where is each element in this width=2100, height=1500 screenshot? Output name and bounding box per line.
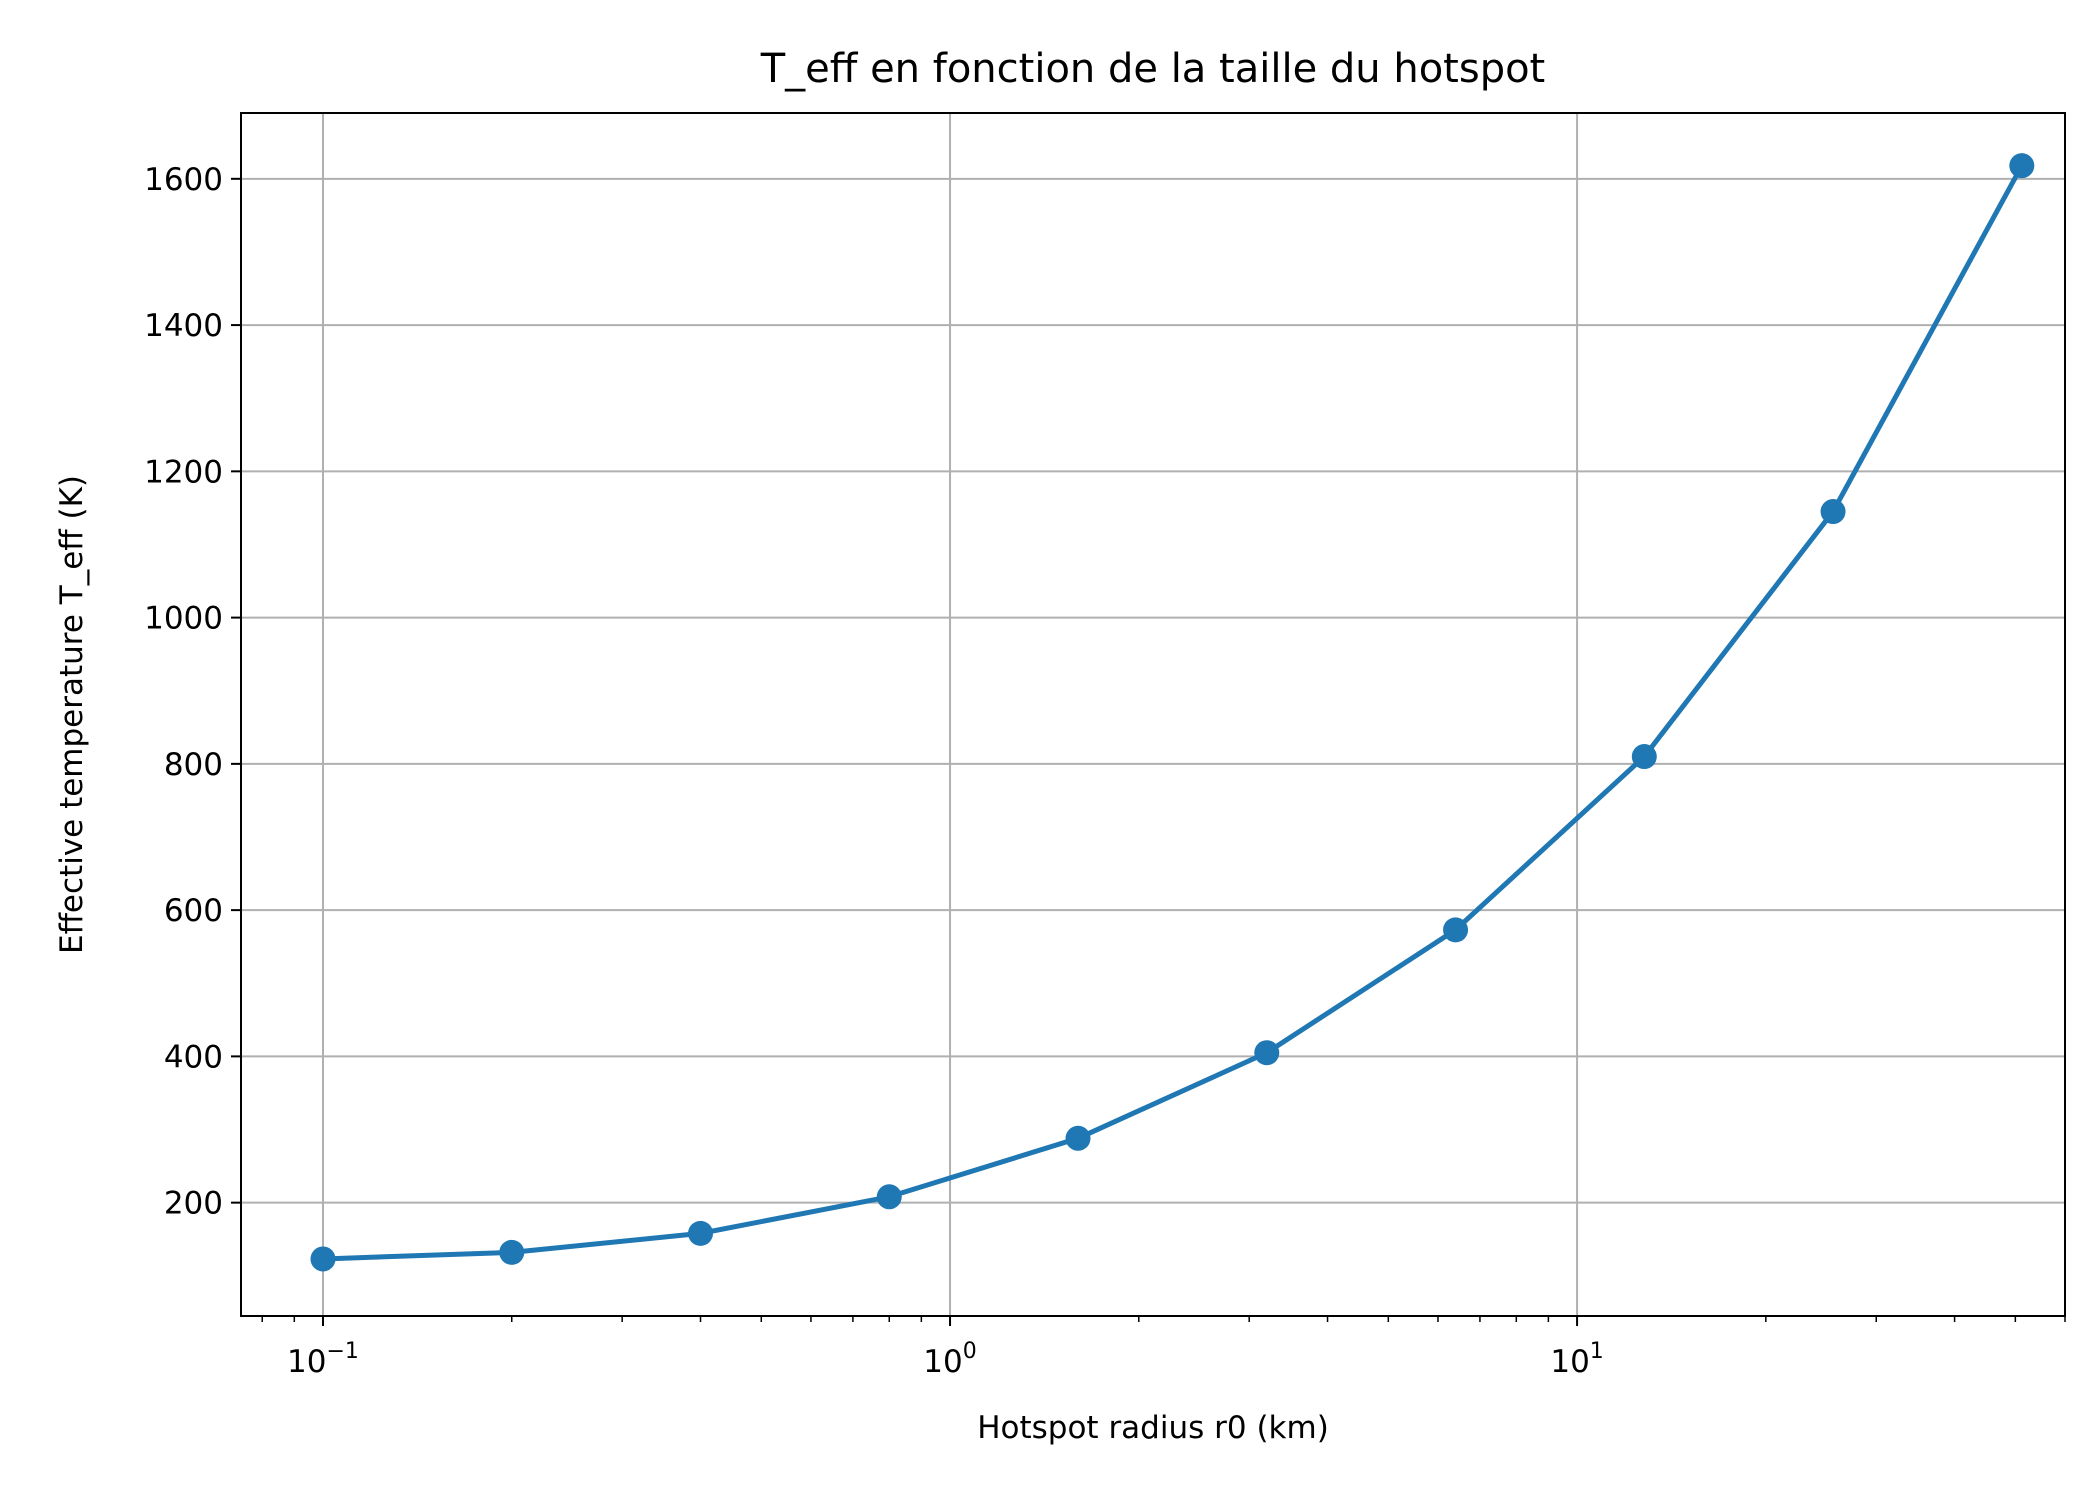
- y-tick-label: 1400: [144, 308, 223, 344]
- data-point: [499, 1239, 525, 1265]
- axis-ticks: 200 400 600 800 1000 1200 1400 1600 10−1 100 101: [144, 162, 1604, 1380]
- y-tick-label: 800: [164, 747, 223, 783]
- data-point: [1820, 499, 1846, 525]
- data-point: [310, 1246, 336, 1272]
- chart-title: T_eff en fonction de la taille du hotspo…: [760, 46, 1546, 92]
- y-tick-label: 1600: [144, 162, 223, 198]
- data-point: [2009, 153, 2035, 179]
- x-tick-label: 101: [1550, 1339, 1603, 1380]
- y-tick-label: 200: [164, 1186, 223, 1222]
- data-point: [1443, 917, 1469, 943]
- data-point: [1631, 744, 1657, 770]
- y-tick-label: 400: [164, 1039, 223, 1075]
- data-point: [876, 1184, 902, 1210]
- series-line: [322, 164, 2025, 1262]
- data-point: [1254, 1040, 1280, 1066]
- x-axis-label: Hotspot radius r0 (km): [977, 1410, 1329, 1446]
- y-tick-label: 1200: [144, 454, 223, 490]
- data-point: [1065, 1125, 1091, 1151]
- x-tick-label: 10−1: [287, 1339, 359, 1380]
- series-group: [310, 153, 2035, 1272]
- y-axis-label: Effective temperature T_eff (K): [54, 475, 90, 954]
- y-tick-label: 600: [164, 893, 223, 929]
- x-tick-label: 100: [923, 1339, 976, 1380]
- data-point: [688, 1220, 714, 1246]
- y-tick-label: 1000: [144, 601, 223, 637]
- grid: [241, 113, 2065, 1316]
- plot-frame: [240, 112, 2066, 1317]
